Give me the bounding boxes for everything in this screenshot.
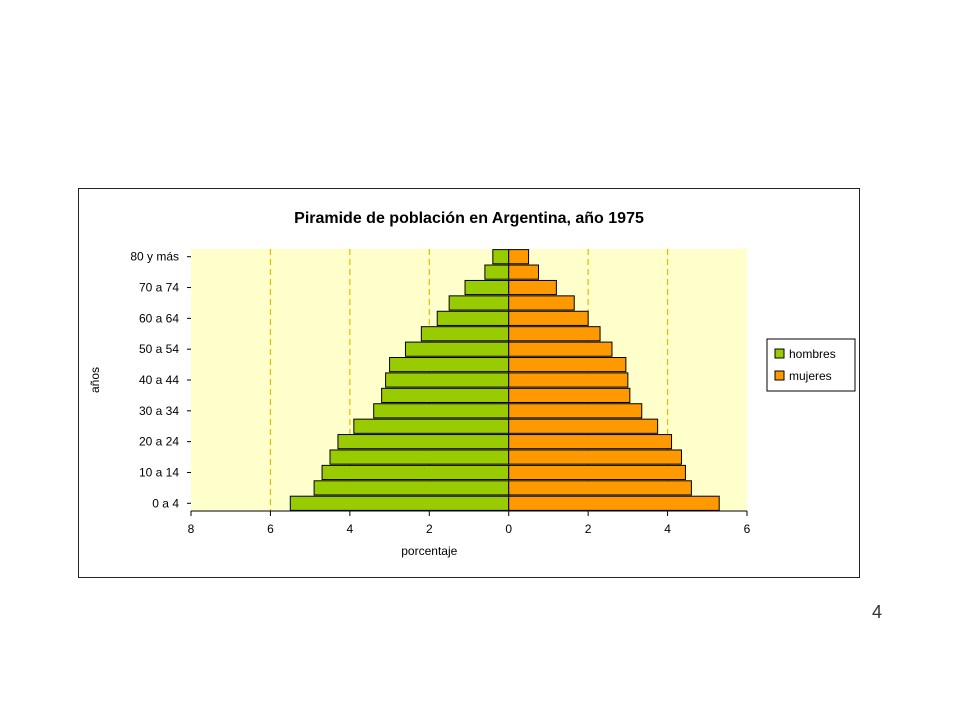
bar-mujeres-16 — [508, 249, 530, 265]
x-tick-label-2: 4 — [347, 522, 354, 536]
bar-hombres-4 — [337, 434, 510, 450]
y-tick-label-0: 0 a 4 — [152, 496, 179, 510]
bar-hombres-14 — [464, 279, 510, 296]
bar-mujeres-9 — [508, 356, 627, 373]
bar-mujeres-4 — [508, 434, 673, 450]
bar-mujeres-6 — [508, 403, 643, 419]
bar-hombres-11 — [420, 326, 510, 342]
x-tick-label-0: 8 — [188, 522, 195, 536]
bar-mujeres-2 — [508, 464, 686, 481]
x-tick-label-4: 0 — [505, 522, 512, 536]
page-number: 4 — [872, 602, 883, 622]
y-tick-label-1: 10 a 14 — [139, 465, 179, 479]
bar-hombres-13 — [448, 295, 510, 311]
bar-mujeres-10 — [508, 341, 613, 357]
bar-hombres-10 — [404, 341, 510, 357]
bar-hombres-15 — [484, 264, 510, 280]
bar-mujeres-5 — [508, 418, 659, 434]
bar-mujeres-13 — [508, 295, 575, 311]
bar-hombres-3 — [329, 449, 510, 465]
legend-label-hombres: hombres — [789, 347, 836, 361]
legend-swatch-mujeres — [774, 370, 785, 381]
bar-mujeres-7 — [508, 387, 631, 404]
legend-label-mujeres: mujeres — [789, 369, 832, 383]
bar-mujeres-14 — [508, 279, 557, 296]
x-tick-label-7: 6 — [744, 522, 751, 536]
bar-hombres-5 — [353, 418, 510, 434]
x-tick-label-3: 2 — [426, 522, 433, 536]
y-tick-label-8: 80 y más — [130, 250, 179, 264]
bar-mujeres-3 — [508, 449, 682, 465]
bar-hombres-9 — [389, 356, 510, 373]
legend: hombres mujeres — [766, 338, 856, 392]
y-tick-label-3: 30 a 34 — [139, 404, 179, 418]
x-axis-title: porcentaje — [401, 544, 457, 558]
y-tick-label-4: 40 a 44 — [139, 373, 179, 387]
bar-mujeres-15 — [508, 264, 540, 280]
chart-frame: Piramide de población en Argentina, año … — [78, 188, 860, 578]
legend-swatch-hombres — [774, 348, 785, 359]
bar-hombres-8 — [385, 372, 510, 388]
x-tick-label-6: 4 — [664, 522, 671, 536]
bar-hombres-12 — [436, 310, 510, 326]
chart-title: Piramide de población en Argentina, año … — [294, 210, 644, 227]
bar-hombres-1 — [313, 480, 510, 496]
x-tick-label-1: 6 — [267, 522, 274, 536]
bar-hombres-2 — [321, 464, 510, 481]
bar-hombres-6 — [373, 403, 510, 419]
bar-hombres-0 — [289, 495, 510, 511]
y-tick-label-7: 70 a 74 — [139, 281, 179, 295]
y-tick-label-5: 50 a 54 — [139, 342, 179, 356]
x-tick-label-5: 2 — [585, 522, 592, 536]
bar-hombres-7 — [381, 387, 510, 404]
legend-box — [766, 338, 856, 392]
bar-mujeres-11 — [508, 326, 601, 342]
y-tick-label-2: 20 a 24 — [139, 435, 179, 449]
y-tick-label-6: 60 a 64 — [139, 311, 179, 325]
bar-hombres-16 — [492, 249, 510, 265]
bar-mujeres-8 — [508, 372, 629, 388]
y-axis-title: años — [88, 367, 102, 393]
bar-mujeres-0 — [508, 495, 720, 511]
bar-mujeres-1 — [508, 480, 692, 496]
population-pyramid-chart: Piramide de población en Argentina, año … — [88, 210, 856, 558]
bar-mujeres-12 — [508, 310, 589, 326]
